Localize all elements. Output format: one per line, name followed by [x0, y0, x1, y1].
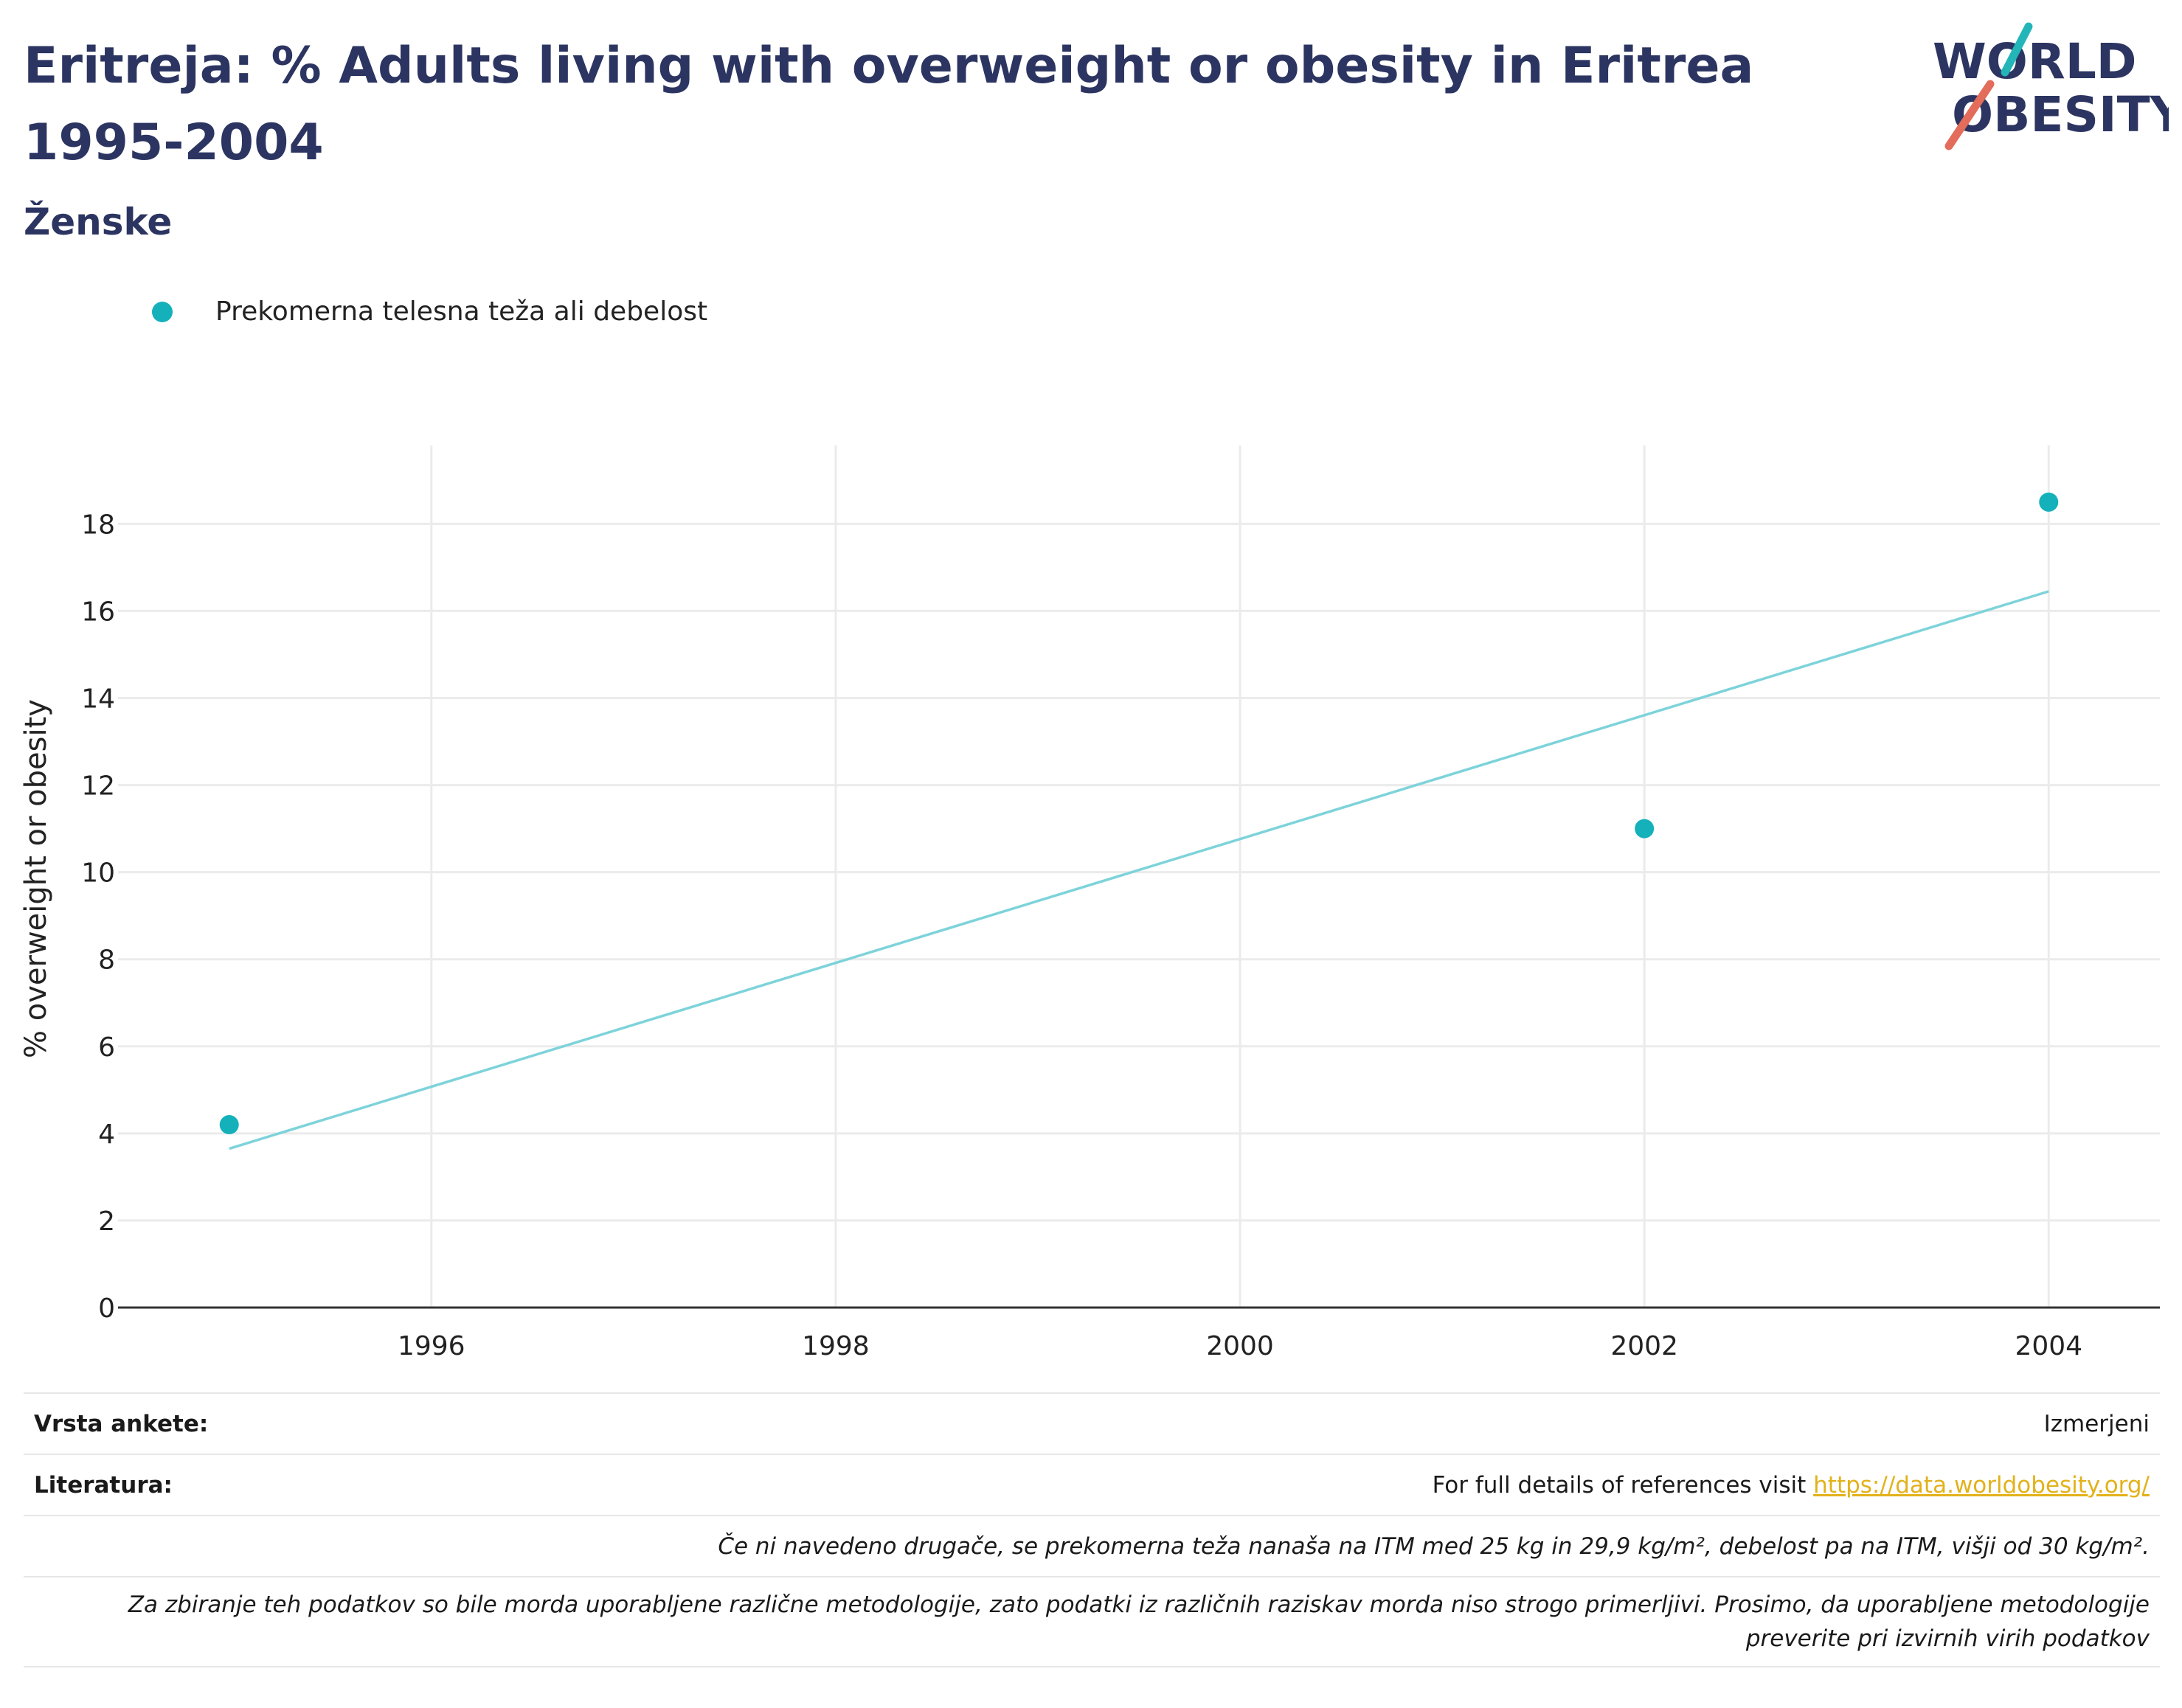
references-link[interactable]: https://data.worldobesity.org/ [1813, 1471, 2150, 1499]
grid [118, 445, 2160, 1308]
survey-row: Vrsta ankete: Izmerjeni [24, 1392, 2160, 1454]
y-tick-label: 4 [98, 1119, 115, 1150]
x-tick-label: 2004 [2015, 1331, 2082, 1357]
data-point [1635, 819, 1655, 839]
chart-title: Eritreja: % Adults living with overweigh… [24, 37, 1754, 172]
data-points [219, 492, 2059, 1135]
legend-label: Prekomerna telesna teža ali debelost [215, 296, 708, 327]
footer: Vrsta ankete: Izmerjeni Literatura: For … [24, 1392, 2160, 1667]
references-text-wrap: For full details of references visit htt… [1433, 1472, 2150, 1499]
axis-ticks: 0 2 4 6 8 10 12 14 16 18 1996 1998 2000 2002 2004 [81, 510, 2082, 1357]
logo-teal-slash [2001, 22, 2033, 77]
logo-coral-slash [1944, 80, 1995, 150]
y-tick-label: 6 [98, 1032, 115, 1063]
y-tick-label: 10 [81, 858, 115, 889]
y-tick-label: 12 [81, 771, 115, 802]
y-tick-label: 8 [98, 945, 115, 976]
x-tick-label: 1998 [802, 1331, 870, 1357]
trendline [229, 590, 2049, 1150]
references-row: Literatura: For full details of referenc… [24, 1454, 2160, 1515]
definition-note: Če ni navedeno drugače, se prekomerna te… [24, 1515, 2160, 1576]
logo-line2: OBESITY [1952, 86, 2169, 143]
trendline-group [229, 590, 2049, 1150]
methodology-note: Za zbiranje teh podatkov so bile morda u… [24, 1576, 2160, 1667]
y-tick-label: 14 [81, 684, 115, 715]
world-obesity-logo: WORLD OBESITY [1933, 22, 2169, 150]
y-tick-label: 16 [81, 597, 115, 627]
survey-value: Izmerjeni [2043, 1410, 2150, 1437]
references-label: Literatura: [34, 1471, 173, 1499]
legend-marker [152, 301, 173, 322]
chart-subtitle: Ženske [24, 201, 173, 243]
y-axis-label: % overweight or obesity [19, 699, 53, 1058]
y-tick-label: 2 [98, 1207, 115, 1237]
data-point [219, 1115, 239, 1135]
x-tick-label: 1996 [398, 1331, 465, 1357]
x-tick-label: 2002 [1610, 1331, 1678, 1357]
x-tick-label: 2000 [1206, 1331, 1274, 1357]
legend: Prekomerna telesna teža ali debelost [152, 296, 707, 327]
y-tick-label: 18 [81, 510, 115, 540]
y-tick-label: 0 [98, 1294, 115, 1324]
survey-label: Vrsta ankete: [34, 1410, 209, 1437]
chart: 0 2 4 6 8 10 12 14 16 18 1996 1998 2000 2002 2004 % ov… [19, 445, 2160, 1357]
references-text: For full details of references visit [1432, 1471, 1807, 1499]
logo-line1: WORLD [1933, 33, 2137, 90]
data-point [2039, 492, 2059, 512]
